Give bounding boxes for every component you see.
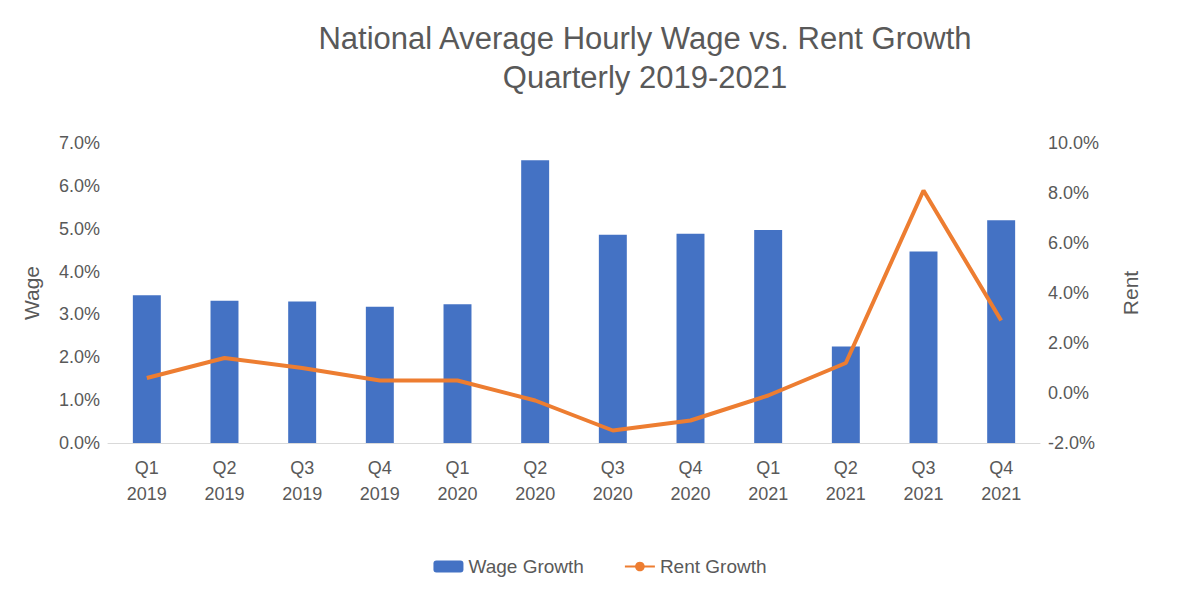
- svg-text:2019: 2019: [282, 484, 322, 504]
- svg-text:2.0%: 2.0%: [59, 347, 100, 367]
- svg-text:National Average Hourly Wage v: National Average Hourly Wage vs. Rent Gr…: [318, 21, 971, 56]
- svg-text:2021: 2021: [981, 484, 1021, 504]
- svg-text:Wage Growth: Wage Growth: [468, 556, 583, 577]
- svg-text:Wage: Wage: [20, 266, 43, 320]
- svg-text:0.0%: 0.0%: [59, 433, 100, 453]
- svg-text:Q1: Q1: [445, 458, 469, 478]
- svg-text:10.0%: 10.0%: [1048, 133, 1099, 153]
- svg-text:2.0%: 2.0%: [1048, 333, 1089, 353]
- svg-text:3.0%: 3.0%: [59, 304, 100, 324]
- svg-text:Quarterly 2019-2021: Quarterly 2019-2021: [503, 60, 787, 95]
- svg-text:6.0%: 6.0%: [59, 176, 100, 196]
- svg-text:2020: 2020: [437, 484, 477, 504]
- svg-text:Rent: Rent: [1119, 271, 1142, 316]
- svg-text:4.0%: 4.0%: [59, 262, 100, 282]
- svg-text:Q2: Q2: [834, 458, 858, 478]
- svg-text:Q4: Q4: [678, 458, 702, 478]
- svg-text:Q1: Q1: [135, 458, 159, 478]
- svg-text:2021: 2021: [826, 484, 866, 504]
- svg-text:8.0%: 8.0%: [1048, 183, 1089, 203]
- svg-text:2021: 2021: [748, 484, 788, 504]
- svg-text:2019: 2019: [204, 484, 244, 504]
- svg-text:Q3: Q3: [911, 458, 935, 478]
- svg-text:Q2: Q2: [212, 458, 236, 478]
- svg-text:Q4: Q4: [989, 458, 1013, 478]
- svg-text:Q3: Q3: [601, 458, 625, 478]
- svg-text:2019: 2019: [360, 484, 400, 504]
- svg-text:0.0%: 0.0%: [1048, 383, 1089, 403]
- svg-text:2020: 2020: [670, 484, 710, 504]
- svg-text:Q2: Q2: [523, 458, 547, 478]
- svg-text:1.0%: 1.0%: [59, 390, 100, 410]
- svg-text:Q1: Q1: [756, 458, 780, 478]
- svg-text:-2.0%: -2.0%: [1048, 433, 1095, 453]
- svg-text:Rent Growth: Rent Growth: [660, 556, 767, 577]
- svg-text:2021: 2021: [903, 484, 943, 504]
- svg-text:4.0%: 4.0%: [1048, 283, 1089, 303]
- svg-text:Q4: Q4: [368, 458, 392, 478]
- svg-text:2020: 2020: [593, 484, 633, 504]
- svg-text:2020: 2020: [515, 484, 555, 504]
- svg-text:Q3: Q3: [290, 458, 314, 478]
- svg-text:7.0%: 7.0%: [59, 133, 100, 153]
- svg-text:2019: 2019: [127, 484, 167, 504]
- svg-text:5.0%: 5.0%: [59, 219, 100, 239]
- svg-text:6.0%: 6.0%: [1048, 233, 1089, 253]
